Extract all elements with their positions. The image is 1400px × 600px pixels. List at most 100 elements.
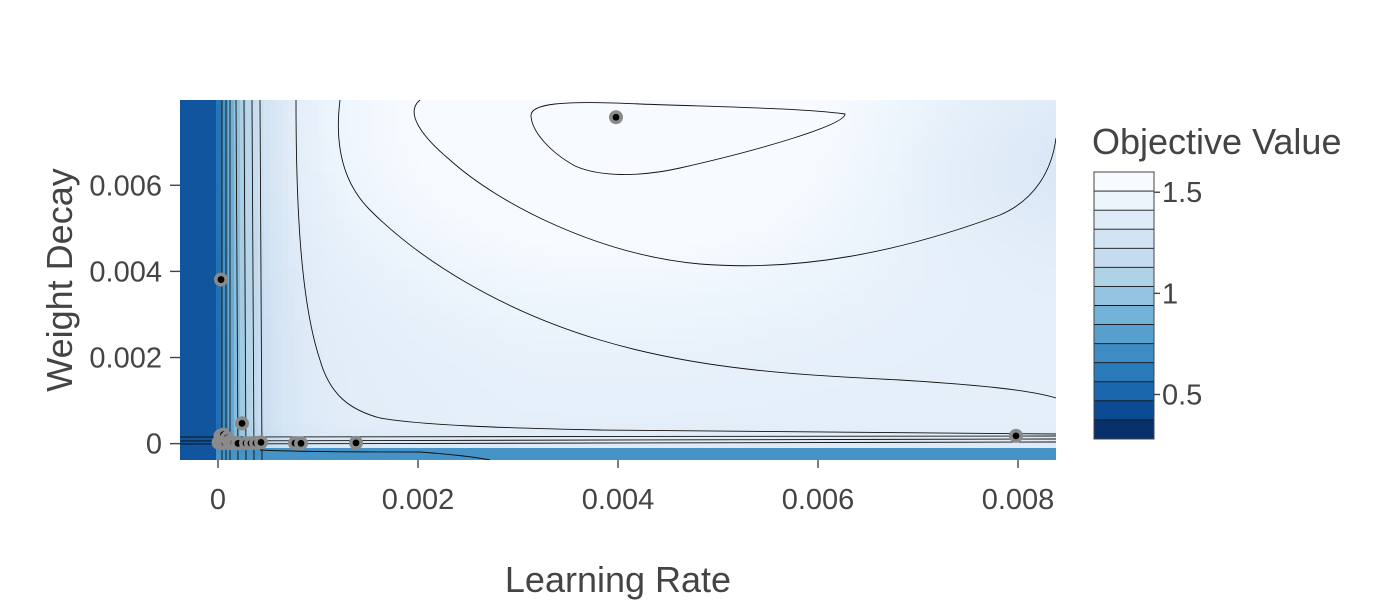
- contour-cell: [198, 172, 205, 179]
- contour-cell: [468, 196, 475, 203]
- contour-cell: [378, 124, 385, 131]
- contour-cell: [900, 232, 907, 239]
- contour-cell: [234, 220, 241, 227]
- contour-cell: [1044, 148, 1051, 155]
- contour-cell: [600, 238, 607, 245]
- contour-cell: [420, 202, 427, 209]
- contour-cell: [666, 190, 673, 197]
- contour-cell: [366, 262, 373, 269]
- contour-cell: [936, 262, 943, 269]
- contour-cell: [708, 262, 715, 269]
- contour-cell: [642, 280, 649, 287]
- contour-cell: [366, 268, 373, 275]
- contour-cell: [666, 280, 673, 287]
- contour-cell: [876, 286, 883, 293]
- contour-cell: [378, 226, 385, 233]
- contour-cell: [762, 118, 769, 125]
- contour-cell: [282, 124, 289, 131]
- contour-cell: [438, 232, 445, 239]
- contour-cell: [930, 178, 937, 185]
- contour-cell: [498, 112, 505, 119]
- contour-cell: [1032, 118, 1039, 125]
- contour-cell: [480, 214, 487, 221]
- contour-cell: [546, 142, 553, 149]
- contour-cell: [894, 250, 901, 257]
- contour-cell: [834, 142, 841, 149]
- contour-cell: [726, 226, 733, 233]
- contour-cell: [672, 196, 679, 203]
- contour-cell: [630, 298, 637, 305]
- contour-cell: [804, 226, 811, 233]
- contour-cell: [1014, 172, 1021, 179]
- contour-cell: [234, 118, 241, 125]
- contour-cell: [930, 244, 937, 251]
- contour-cell: [786, 202, 793, 209]
- contour-cell: [702, 274, 709, 281]
- contour-cell: [924, 286, 931, 293]
- contour-cell: [498, 100, 505, 107]
- contour-cell: [564, 136, 571, 143]
- contour-cell: [192, 154, 199, 161]
- contour-cell: [348, 274, 355, 281]
- contour-cell: [654, 250, 661, 257]
- contour-cell: [294, 148, 301, 155]
- contour-cell: [246, 256, 253, 263]
- contour-cell: [570, 256, 577, 263]
- contour-cell: [900, 100, 907, 107]
- contour-cell: [336, 286, 343, 293]
- contour-cell: [414, 172, 421, 179]
- contour-cell: [324, 214, 331, 221]
- contour-cell: [708, 118, 715, 125]
- contour-cell: [558, 214, 565, 221]
- contour-cell: [312, 262, 319, 269]
- contour-cell: [186, 286, 193, 293]
- contour-cell: [930, 136, 937, 143]
- contour-cell: [582, 220, 589, 227]
- contour-cell: [594, 124, 601, 131]
- contour-cell: [912, 160, 919, 167]
- contour-cell: [534, 142, 541, 149]
- contour-cell: [768, 178, 775, 185]
- contour-cell: [648, 190, 655, 197]
- contour-cell: [588, 178, 595, 185]
- contour-cell: [690, 172, 697, 179]
- contour-cell: [762, 292, 769, 299]
- contour-cell: [642, 166, 649, 173]
- contour-cell: [810, 148, 817, 155]
- contour-cell: [990, 256, 997, 263]
- contour-cell: [222, 172, 229, 179]
- contour-cell: [882, 208, 889, 215]
- contour-cell: [948, 256, 955, 263]
- contour-cell: [1014, 286, 1021, 293]
- contour-cell: [456, 232, 463, 239]
- contour-cell: [546, 160, 553, 167]
- contour-cell: [336, 250, 343, 257]
- contour-cell: [912, 142, 919, 149]
- contour-cell: [792, 220, 799, 227]
- contour-cell: [576, 160, 583, 167]
- contour-cell: [516, 166, 523, 173]
- contour-cell: [594, 166, 601, 173]
- contour-cell: [948, 244, 955, 251]
- contour-cell: [324, 184, 331, 191]
- contour-cell: [762, 256, 769, 263]
- contour-cell: [420, 184, 427, 191]
- contour-cell: [180, 280, 187, 287]
- contour-cell: [534, 184, 541, 191]
- contour-cell: [954, 286, 961, 293]
- contour-cell: [900, 124, 907, 131]
- contour-cell: [474, 238, 481, 245]
- contour-cell: [864, 256, 871, 263]
- contour-cell: [672, 136, 679, 143]
- contour-cell: [684, 256, 691, 263]
- contour-cell: [906, 166, 913, 173]
- contour-cell: [924, 208, 931, 215]
- contour-cell: [528, 214, 535, 221]
- contour-cell: [330, 178, 337, 185]
- contour-cell: [810, 280, 817, 287]
- contour-cell: [1050, 166, 1056, 173]
- contour-cell: [324, 172, 331, 179]
- contour-cell: [258, 166, 265, 173]
- contour-cell: [564, 214, 571, 221]
- contour-cell: [714, 190, 721, 197]
